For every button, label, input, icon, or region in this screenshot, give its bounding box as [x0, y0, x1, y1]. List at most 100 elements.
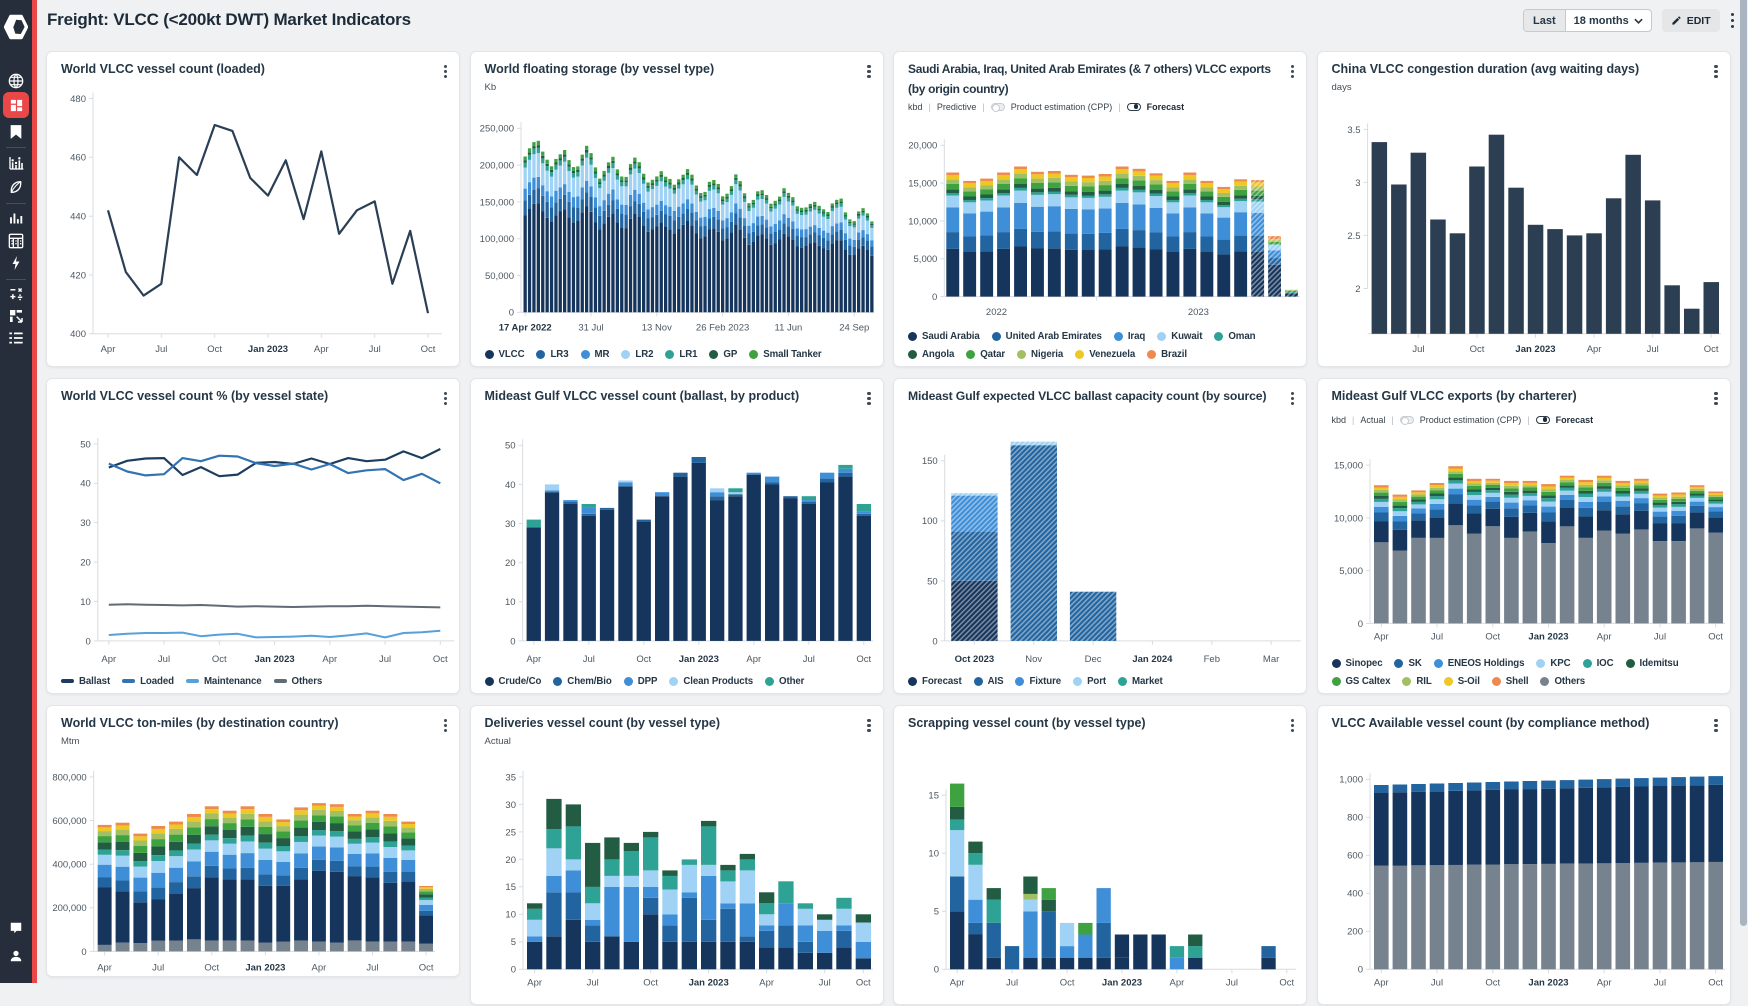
svg-text:Mar: Mar — [1263, 654, 1279, 665]
svg-text:420: 420 — [70, 270, 86, 281]
svg-text:Jul: Jul — [802, 654, 814, 665]
svg-text:50: 50 — [927, 576, 938, 587]
svg-text:Oct: Oct — [1469, 344, 1484, 355]
svg-text:Oct: Oct — [1708, 631, 1723, 642]
svg-text:Apr: Apr — [101, 654, 116, 665]
svg-text:Oct: Oct — [1485, 631, 1500, 642]
svg-text:0: 0 — [510, 636, 515, 647]
svg-text:Jul: Jul — [155, 344, 167, 355]
svg-text:30: 30 — [505, 518, 516, 529]
svg-text:2023: 2023 — [1188, 306, 1209, 317]
svg-text:15: 15 — [505, 882, 516, 893]
svg-text:Apr: Apr — [101, 344, 116, 355]
svg-text:24 Sep: 24 Sep — [839, 322, 869, 333]
svg-text:100,000: 100,000 — [479, 234, 513, 245]
svg-text:5: 5 — [934, 906, 939, 917]
svg-text:Oct: Oct — [433, 654, 448, 665]
svg-text:20: 20 — [505, 558, 516, 569]
svg-text:30: 30 — [505, 799, 516, 810]
svg-text:Apr: Apr — [746, 654, 761, 665]
svg-text:Jul: Jul — [158, 654, 170, 665]
svg-text:15,000: 15,000 — [908, 178, 937, 189]
svg-text:200: 200 — [1347, 926, 1363, 937]
svg-text:50,000: 50,000 — [484, 270, 513, 281]
svg-text:10: 10 — [505, 909, 516, 920]
svg-text:26 Feb 2023: 26 Feb 2023 — [695, 322, 748, 333]
svg-text:31 Jul: 31 Jul — [578, 322, 603, 333]
svg-text:0: 0 — [86, 636, 91, 647]
svg-text:Dec: Dec — [1085, 654, 1102, 665]
svg-text:Jul: Jul — [582, 654, 594, 665]
svg-text:800: 800 — [1347, 812, 1363, 823]
svg-text:Jan 2023: Jan 2023 — [1528, 631, 1568, 642]
svg-text:Jan 2023: Jan 2023 — [255, 654, 295, 665]
svg-text:Apr: Apr — [312, 962, 327, 973]
svg-text:0: 0 — [932, 292, 937, 303]
svg-text:Oct: Oct — [212, 654, 227, 665]
svg-text:Feb: Feb — [1204, 654, 1220, 665]
svg-text:3: 3 — [1355, 177, 1360, 188]
svg-text:400: 400 — [70, 329, 86, 340]
svg-text:Jan 2023: Jan 2023 — [245, 962, 285, 973]
svg-text:10: 10 — [505, 597, 516, 608]
svg-text:Apr: Apr — [97, 962, 112, 973]
svg-text:15: 15 — [928, 790, 939, 801]
svg-text:480: 480 — [70, 93, 86, 104]
svg-text:0: 0 — [510, 964, 515, 975]
svg-text:0: 0 — [1357, 618, 1362, 629]
svg-text:600: 600 — [1347, 850, 1363, 861]
svg-text:11 Jun: 11 Jun — [774, 322, 802, 333]
svg-text:Jan 2023: Jan 2023 — [678, 654, 718, 665]
svg-text:40: 40 — [80, 478, 91, 489]
svg-text:Jan 2023: Jan 2023 — [248, 344, 288, 355]
svg-text:0: 0 — [934, 964, 939, 975]
svg-text:Nov: Nov — [1025, 654, 1042, 665]
svg-text:2: 2 — [1355, 283, 1360, 294]
svg-text:Jul: Jul — [1430, 631, 1442, 642]
svg-text:Oct 2023: Oct 2023 — [955, 654, 995, 665]
svg-text:0: 0 — [1357, 964, 1362, 975]
svg-text:Oct: Oct — [419, 962, 434, 973]
svg-text:Apr: Apr — [1586, 344, 1601, 355]
svg-text:25: 25 — [505, 827, 516, 838]
svg-text:1,000: 1,000 — [1339, 774, 1363, 785]
svg-text:Jul: Jul — [366, 962, 378, 973]
svg-text:35: 35 — [505, 772, 516, 783]
svg-text:Jul: Jul — [1646, 344, 1658, 355]
svg-text:Apr: Apr — [314, 344, 329, 355]
svg-text:Jul: Jul — [379, 654, 391, 665]
svg-text:440: 440 — [70, 211, 86, 222]
svg-text:15,000: 15,000 — [1333, 460, 1362, 471]
svg-text:Jan 2024: Jan 2024 — [1132, 654, 1173, 665]
svg-text:150: 150 — [922, 456, 938, 467]
svg-text:Apr: Apr — [1596, 631, 1611, 642]
svg-text:10: 10 — [80, 596, 91, 607]
svg-text:460: 460 — [70, 152, 86, 163]
svg-text:20,000: 20,000 — [908, 140, 937, 151]
svg-text:2.5: 2.5 — [1347, 230, 1360, 241]
svg-text:200,000: 200,000 — [479, 160, 513, 171]
svg-text:0: 0 — [508, 307, 513, 318]
svg-text:50: 50 — [80, 439, 91, 450]
svg-text:400,000: 400,000 — [52, 859, 86, 870]
svg-text:100: 100 — [922, 516, 938, 527]
svg-text:Oct: Oct — [636, 654, 651, 665]
svg-text:13 Nov: 13 Nov — [641, 322, 671, 333]
svg-text:20: 20 — [505, 854, 516, 865]
svg-text:10,000: 10,000 — [908, 216, 937, 227]
svg-text:40: 40 — [505, 479, 516, 490]
svg-text:250,000: 250,000 — [479, 123, 513, 134]
svg-text:Oct: Oct — [1703, 344, 1718, 355]
svg-text:Apr: Apr — [322, 654, 337, 665]
svg-text:200,000: 200,000 — [52, 903, 86, 914]
svg-text:Jul: Jul — [1412, 344, 1424, 355]
svg-text:50: 50 — [505, 440, 516, 451]
svg-text:30: 30 — [80, 518, 91, 529]
svg-text:150,000: 150,000 — [479, 197, 513, 208]
svg-text:Jul: Jul — [369, 344, 381, 355]
svg-text:Jul: Jul — [1653, 631, 1665, 642]
svg-text:Oct: Oct — [204, 962, 219, 973]
svg-text:Jan 2023: Jan 2023 — [1515, 344, 1555, 355]
svg-text:400: 400 — [1347, 888, 1363, 899]
svg-text:10,000: 10,000 — [1333, 513, 1362, 524]
